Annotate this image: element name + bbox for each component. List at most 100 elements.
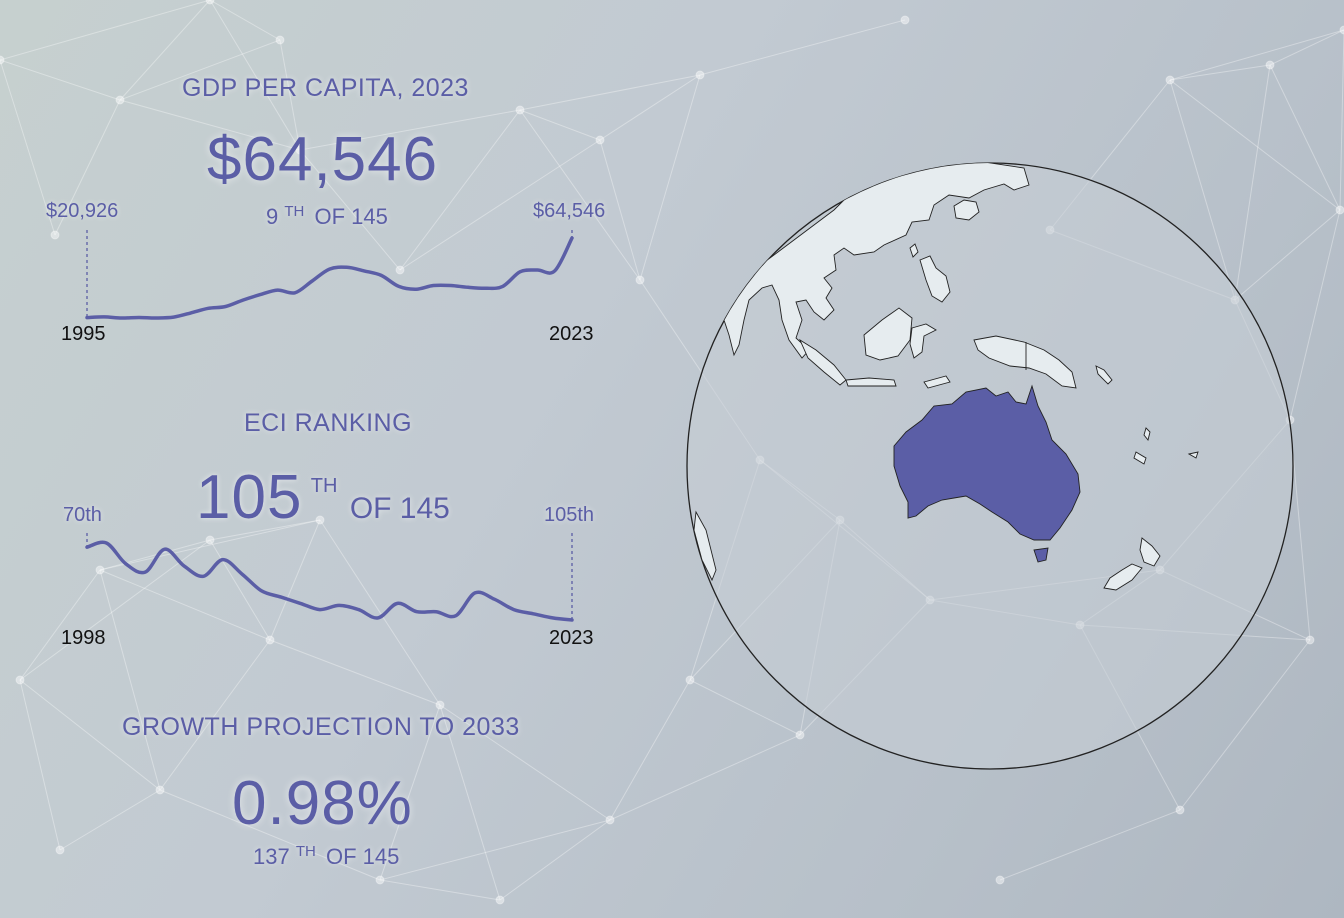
tasmania-island (1033, 547, 1049, 563)
network-link (499, 819, 611, 901)
network-link (99, 569, 161, 791)
network-link (519, 74, 701, 111)
network-node (295, 145, 305, 155)
network-link (299, 149, 401, 271)
eci-start-value: 70th (63, 504, 102, 526)
network-link (1169, 79, 1341, 211)
network-node (635, 275, 645, 285)
eci-heading: ECI RANKING (244, 409, 413, 437)
network-link (639, 74, 701, 281)
network-link (999, 809, 1181, 881)
network-node (50, 230, 60, 240)
network-node (1335, 205, 1344, 215)
network-node (1165, 75, 1175, 85)
gdp-start-year: 1995 (61, 323, 106, 345)
network-link (119, 99, 301, 151)
sparkline-path (85, 540, 574, 622)
network-link (299, 109, 521, 151)
network-link (1339, 29, 1344, 211)
network-link (319, 519, 441, 706)
network-link (19, 539, 211, 681)
gdp-value: $64,546 (207, 125, 439, 194)
taiwan-island (909, 243, 919, 258)
network-link (159, 639, 271, 791)
network-node (115, 95, 125, 105)
network-link (0, 59, 121, 101)
network-link (1289, 209, 1341, 421)
network-link (689, 679, 801, 736)
growth-rank-total: OF 145 (325, 844, 400, 869)
network-link (379, 879, 501, 901)
network-node (515, 105, 525, 115)
network-node (1175, 805, 1185, 815)
globe-map (686, 162, 1294, 770)
australia-landmass (893, 384, 1081, 541)
gdp-end-year: 2023 (549, 323, 594, 345)
network-node (495, 895, 505, 905)
gdp-rank-total: OF 145 (314, 204, 388, 229)
eci-end-value: 105th (544, 504, 595, 526)
growth-rank-number: 137 (253, 844, 290, 869)
gdp-rank: 9 TH OF 145 (266, 203, 388, 230)
network-node (0, 55, 5, 65)
borneo-island (863, 307, 913, 361)
network-node (795, 730, 805, 740)
network-link (19, 679, 161, 791)
network-link (399, 109, 521, 271)
network-node (395, 265, 405, 275)
network-link (439, 704, 611, 821)
network-link (269, 519, 321, 641)
network-node (155, 785, 165, 795)
network-node (15, 675, 25, 685)
eci-end-year: 2023 (549, 627, 594, 649)
network-link (279, 39, 301, 151)
growth-value: 0.98% (232, 769, 413, 838)
network-node (995, 875, 1005, 885)
philippines-islands (919, 255, 951, 303)
new-caledonia-island (1133, 451, 1147, 465)
gdp-end-value: $64,546 (533, 200, 606, 222)
network-link (0, 0, 211, 61)
eci-rank: 105 TH OF 145 (196, 462, 450, 533)
new-zealand-south-island (1103, 563, 1143, 591)
network-node (205, 535, 215, 545)
network-node (55, 845, 65, 855)
network-link (119, 0, 211, 101)
network-link (209, 519, 321, 541)
growth-rank: 137 TH OF 145 (253, 843, 399, 870)
network-node (900, 15, 910, 25)
sulawesi-island (909, 323, 937, 359)
network-link (59, 789, 161, 851)
network-link (1169, 29, 1344, 81)
gdp-rank-suffix: TH (284, 203, 305, 220)
network-link (399, 139, 601, 271)
network-link (0, 59, 56, 236)
network-node (275, 35, 285, 45)
network-link (609, 679, 691, 821)
network-node (595, 135, 605, 145)
network-link (379, 704, 441, 881)
network-link (119, 39, 281, 101)
vanuatu-islands (1143, 427, 1151, 441)
network-node (205, 0, 215, 5)
network-node (605, 815, 615, 825)
network-link (699, 19, 906, 76)
japan-island (953, 199, 980, 221)
network-node (265, 635, 275, 645)
network-link (1234, 209, 1341, 301)
eci-rank-suffix: TH (310, 475, 338, 497)
network-link (1169, 64, 1271, 81)
network-link (209, 539, 271, 641)
network-link (1169, 79, 1236, 301)
eci-rank-number: 105 (196, 463, 303, 532)
network-link (54, 99, 121, 236)
network-node (375, 875, 385, 885)
network-link (209, 0, 301, 151)
network-node (1305, 635, 1315, 645)
gdp-heading: GDP PER CAPITA, 2023 (182, 74, 469, 102)
growth-heading: GROWTH PROJECTION TO 2033 (122, 713, 520, 741)
network-node (435, 700, 445, 710)
network-node (1339, 25, 1344, 35)
new-zealand-north-island (1139, 537, 1161, 567)
